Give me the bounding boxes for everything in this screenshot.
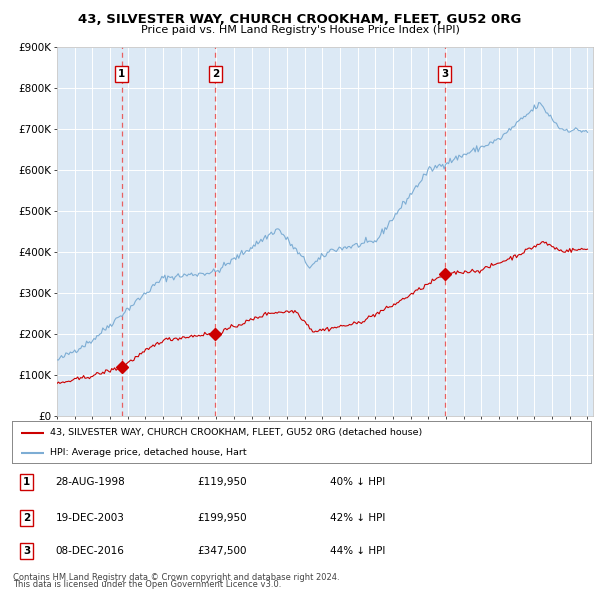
Text: 2: 2 <box>23 513 30 523</box>
Text: 42% ↓ HPI: 42% ↓ HPI <box>331 513 386 523</box>
Text: 3: 3 <box>23 546 30 556</box>
Text: 1: 1 <box>118 69 125 79</box>
Text: £119,950: £119,950 <box>197 477 247 487</box>
Text: HPI: Average price, detached house, Hart: HPI: Average price, detached house, Hart <box>50 448 246 457</box>
Text: 1: 1 <box>23 477 30 487</box>
Text: 3: 3 <box>441 69 448 79</box>
Text: 44% ↓ HPI: 44% ↓ HPI <box>331 546 386 556</box>
Text: 40% ↓ HPI: 40% ↓ HPI <box>331 477 386 487</box>
Text: £347,500: £347,500 <box>197 546 247 556</box>
Text: This data is licensed under the Open Government Licence v3.0.: This data is licensed under the Open Gov… <box>13 580 281 589</box>
Text: 43, SILVESTER WAY, CHURCH CROOKHAM, FLEET, GU52 0RG: 43, SILVESTER WAY, CHURCH CROOKHAM, FLEE… <box>79 13 521 26</box>
Text: 08-DEC-2016: 08-DEC-2016 <box>55 546 124 556</box>
Text: 19-DEC-2003: 19-DEC-2003 <box>55 513 124 523</box>
Text: 28-AUG-1998: 28-AUG-1998 <box>55 477 125 487</box>
Text: 2: 2 <box>212 69 219 79</box>
Text: £199,950: £199,950 <box>197 513 247 523</box>
Text: 43, SILVESTER WAY, CHURCH CROOKHAM, FLEET, GU52 0RG (detached house): 43, SILVESTER WAY, CHURCH CROOKHAM, FLEE… <box>50 428 422 437</box>
Text: Price paid vs. HM Land Registry's House Price Index (HPI): Price paid vs. HM Land Registry's House … <box>140 25 460 35</box>
Text: Contains HM Land Registry data © Crown copyright and database right 2024.: Contains HM Land Registry data © Crown c… <box>13 572 340 582</box>
